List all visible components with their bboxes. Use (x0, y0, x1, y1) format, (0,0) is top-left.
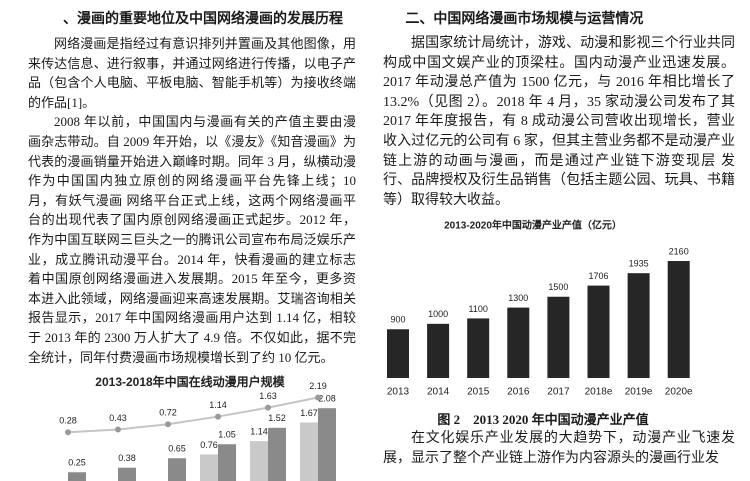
value-label: 1.63 (259, 391, 277, 401)
bar (250, 441, 268, 481)
line-point (265, 404, 271, 411)
bar (68, 472, 86, 481)
value-label: 2160 (669, 246, 689, 256)
bar (587, 285, 610, 378)
value-label: 1000 (428, 309, 448, 319)
bar (168, 458, 186, 481)
heading: 、漫画的重要地位及中国网络漫画的发展历程 (63, 12, 343, 27)
x-tick-label: 2018e (585, 387, 613, 398)
value-label: 0.72 (159, 408, 177, 418)
line-point (315, 394, 321, 401)
bar (507, 307, 530, 378)
value-label: 0.65 (168, 444, 186, 454)
value-label: 1100 (469, 304, 488, 314)
bar (547, 296, 570, 378)
value-label: 1935 (629, 259, 649, 269)
value-label: 0.38 (118, 453, 136, 463)
value-label: 1.05 (218, 430, 236, 440)
value-label: 1.67 (300, 408, 318, 418)
value-label: 900 (390, 315, 405, 325)
paragraph: 网络漫画是指经过有意识排列并置画及其他图像，用来传达信息、进行叙事，并通过网络进… (28, 36, 356, 110)
chart: 2013-2018年中国在线动漫用户规模 0.76 1.14 1.67 0.25 0.38… (59, 374, 336, 481)
chart: 2013-2020年中国动漫产业产值（亿元） 2013 2014 2015 2016 20… (387, 219, 693, 398)
x-tick-label: 2016 (507, 387, 530, 398)
bar (318, 408, 336, 481)
bar (268, 427, 286, 481)
value-label: 0.43 (109, 413, 127, 423)
paragraph: 在文化娱乐产业发展的大趋势下，动漫产业飞速发展，显示了整个产业链上游作为内容源头… (383, 431, 735, 466)
value-label: 1.14 (209, 400, 227, 410)
paragraph: 2008 年以前，中国国内与漫画有关的产值主要由漫画杂志带动。自 2009 年开… (28, 114, 356, 365)
x-tick-label: 2020e (665, 387, 693, 398)
value-label: 0.76 (200, 440, 218, 450)
value-label: 1300 (508, 293, 528, 303)
line-point (65, 429, 71, 436)
x-tick-label: 2014 (427, 387, 450, 398)
x-tick-label: 2015 (467, 387, 490, 398)
value-label: 1.52 (268, 413, 286, 423)
chart-title: 2013-2018年中国在线动漫用户规模 (95, 374, 285, 389)
heading: 二、中国网络漫画市场规模与运营情况 (405, 12, 644, 27)
value-label: 1500 (548, 282, 568, 292)
value-label: 2.08 (318, 394, 336, 404)
bar (667, 261, 690, 378)
left-column: 、漫画的重要地位及中国网络漫画的发展历程 网络漫画是指经过有意识排列并置画及其他… (28, 10, 356, 367)
chart-title: 2013-2020年中国动漫产业产值（亿元） (444, 219, 622, 232)
value-label: 1706 (588, 271, 608, 281)
bar (300, 422, 318, 481)
value-label: 0.25 (68, 458, 86, 468)
value-label: 2.19 (309, 381, 327, 391)
line-point (115, 426, 121, 433)
bar (467, 318, 490, 378)
line-point (165, 421, 171, 428)
bar (118, 467, 136, 481)
value-label: 0.28 (59, 416, 77, 426)
right-column: 二、中国网络漫画市场规模与运营情况 据国家统计局统计，游戏、动漫和影视三个行业共… (383, 10, 735, 210)
bar (627, 273, 650, 378)
x-tick-label: 2019e (625, 387, 653, 398)
x-tick-label: 2017 (547, 387, 570, 398)
value-label: 1.14 (250, 426, 268, 436)
bar (427, 323, 450, 378)
bar (387, 329, 409, 378)
bar (218, 444, 236, 481)
x-tick-label: 2013 (387, 387, 410, 398)
line-point (215, 413, 221, 420)
right-column-continued: 在文化娱乐产业发展的大趋势下，动漫产业飞速发展，显示了整个产业链上游作为内容源头… (383, 429, 735, 468)
bar (200, 454, 218, 481)
figure-caption: 图 2 2013 2020 年中国动漫产业产值 (437, 412, 649, 427)
line (67, 396, 319, 434)
paragraph: 据国家统计局统计，游戏、动漫和影视三个行业共同构成中国文娱产业的顶梁柱。国内动漫… (383, 36, 735, 208)
